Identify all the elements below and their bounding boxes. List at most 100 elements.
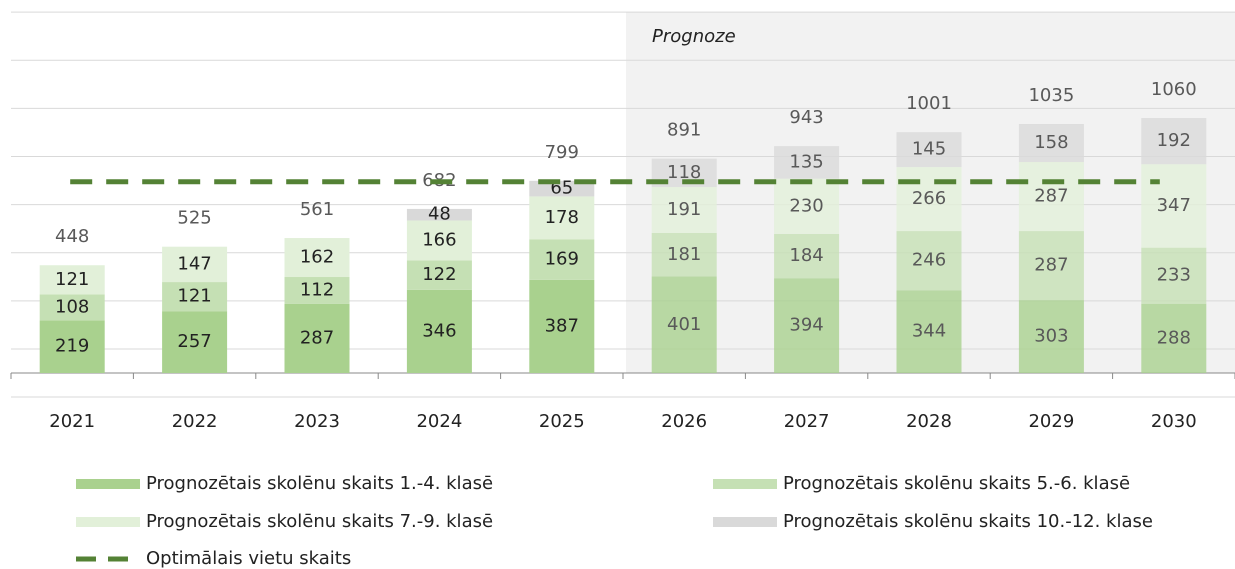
total-label: 1035: [1028, 85, 1074, 106]
value-label: 112: [300, 279, 334, 300]
value-label: 147: [177, 253, 211, 274]
bar-segment: [529, 196, 595, 240]
value-label: 303: [1034, 326, 1068, 347]
bar-segment: [1018, 300, 1084, 373]
total-label: 448: [55, 226, 89, 247]
bar-segment: [406, 208, 472, 221]
bar-segment: [162, 311, 228, 373]
bar-segment: [651, 187, 717, 233]
bar-segment: [39, 294, 105, 321]
bar-segment: [1141, 303, 1207, 373]
bar-segment: [284, 277, 350, 304]
bar-segment: [1018, 124, 1084, 163]
value-label: 266: [912, 188, 946, 209]
value-label: 191: [667, 199, 701, 220]
total-label: 525: [177, 208, 211, 229]
value-label: 169: [545, 249, 579, 270]
bar-segment: [1018, 162, 1084, 232]
x-tick-label: 2025: [539, 411, 585, 432]
x-tick-label: 2028: [906, 411, 952, 432]
value-label: 387: [545, 315, 579, 336]
total-label: 561: [300, 199, 334, 220]
bar-segment: [774, 178, 840, 234]
value-label: 118: [667, 162, 701, 183]
legend-label: Prognozētais skolēnu skaits 1.-4. klasē: [146, 473, 493, 494]
bar-segment: [896, 132, 962, 168]
bar-segment: [896, 231, 962, 291]
bar-segment: [774, 233, 840, 279]
bar-segment: [896, 290, 962, 373]
value-label: 230: [789, 195, 823, 216]
bar-segment: [651, 276, 717, 373]
total-label: 1001: [906, 93, 952, 114]
bar-segment: [39, 320, 105, 373]
value-label: 162: [300, 247, 334, 268]
value-label: 344: [912, 321, 946, 342]
value-label: 48: [428, 204, 451, 225]
legend-swatch: [76, 517, 140, 527]
value-label: 394: [789, 315, 823, 336]
value-label: 401: [667, 314, 701, 335]
bar-segment: [39, 265, 105, 295]
bar-segment: [284, 303, 350, 373]
legend-label: Prognozētais skolēnu skaits 5.-6. klasē: [783, 473, 1130, 494]
value-label: 181: [667, 244, 701, 265]
bar-segment: [1141, 247, 1207, 304]
bar-segment: [1018, 231, 1084, 301]
x-tick-label: 2030: [1151, 411, 1197, 432]
bar-segment: [896, 167, 962, 232]
x-tick-label: 2026: [661, 411, 707, 432]
legend-swatch: [76, 479, 140, 489]
value-label: 287: [1034, 255, 1068, 276]
legend-label: Prognozētais skolēnu skaits 7.-9. klasē: [146, 511, 493, 532]
value-label: 178: [545, 207, 579, 228]
x-tick-label: 2022: [172, 411, 218, 432]
total-label: 891: [667, 120, 701, 141]
bar-segment: [406, 220, 472, 261]
value-label: 287: [1034, 186, 1068, 207]
value-label: 219: [55, 336, 89, 357]
x-tick-label: 2023: [294, 411, 340, 432]
bar-segment: [406, 260, 472, 290]
value-label: 347: [1157, 195, 1191, 216]
value-label: 158: [1034, 132, 1068, 153]
value-label: 233: [1157, 265, 1191, 286]
value-label: 287: [300, 327, 334, 348]
value-label: 346: [422, 320, 456, 341]
total-label: 943: [789, 107, 823, 128]
x-tick-label: 2027: [784, 411, 830, 432]
value-label: 184: [789, 245, 823, 266]
legend-label: Prognozētais skolēnu skaits 10.-12. klas…: [783, 511, 1153, 532]
x-tick-label: 2024: [416, 411, 462, 432]
value-label: 135: [789, 151, 823, 172]
total-label: 1060: [1151, 79, 1197, 100]
legend-swatch: [713, 517, 777, 527]
value-label: 192: [1157, 130, 1191, 151]
bar-segment: [162, 246, 228, 283]
value-label: 121: [177, 286, 211, 307]
value-label: 246: [912, 250, 946, 271]
legend-swatch: [713, 479, 777, 489]
bar-segment: [774, 146, 840, 179]
bar-segment: [529, 279, 595, 373]
bar-segment: [651, 232, 717, 277]
value-label: 108: [55, 296, 89, 317]
total-label: 799: [545, 142, 579, 163]
value-label: 121: [55, 269, 89, 290]
legend-label: Optimālais vietu skaits: [146, 548, 351, 569]
value-label: 145: [912, 139, 946, 160]
x-tick-label: 2021: [49, 411, 95, 432]
bar-segment: [162, 282, 228, 312]
bar-segment: [406, 289, 472, 373]
bar-segment: [529, 180, 595, 197]
value-label: 288: [1157, 327, 1191, 348]
bar-segment: [529, 239, 595, 280]
x-tick-label: 2029: [1028, 411, 1074, 432]
value-label: 257: [177, 331, 211, 352]
value-label: 122: [422, 264, 456, 285]
value-label: 166: [422, 229, 456, 250]
bar-segment: [1141, 118, 1207, 165]
bar-segment: [1141, 164, 1207, 248]
bar-segment: [284, 238, 350, 278]
